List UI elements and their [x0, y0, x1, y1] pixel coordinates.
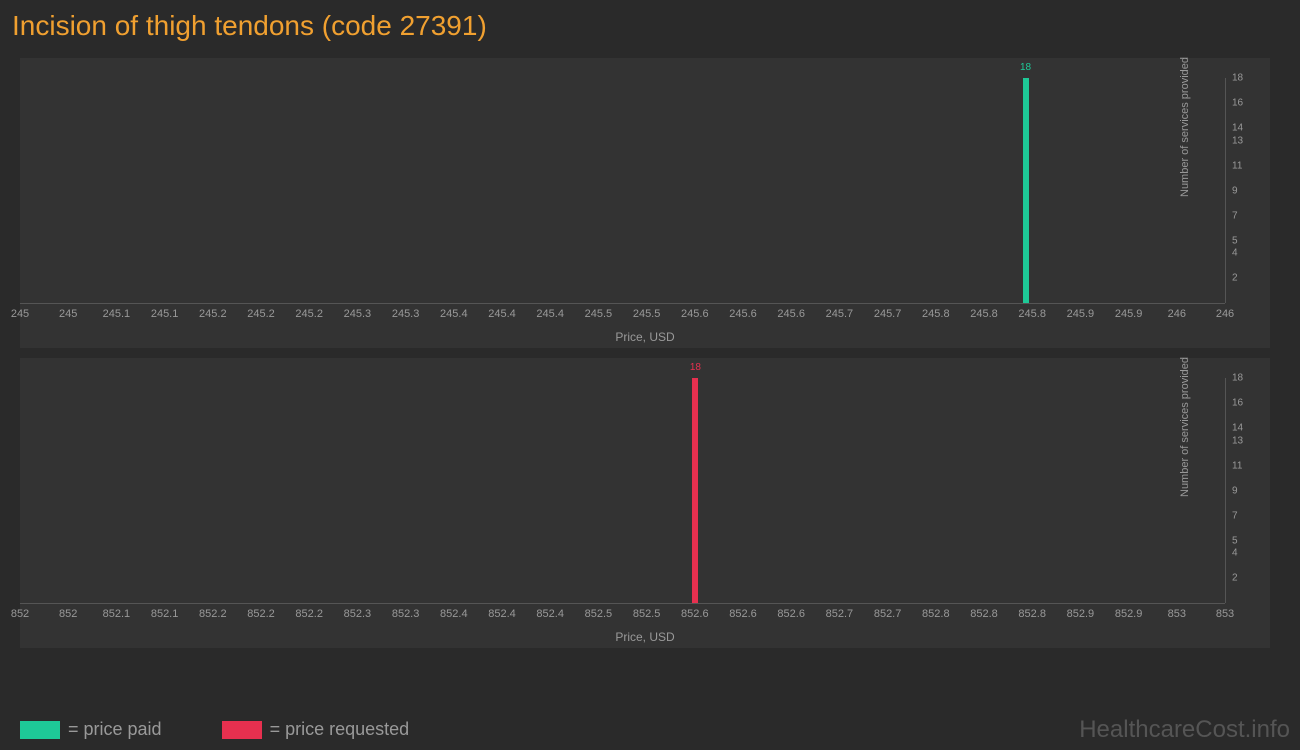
- x-tick: 852: [11, 608, 29, 620]
- x-tick: 246: [1168, 308, 1186, 320]
- x-axis-label: Price, USD: [615, 330, 674, 344]
- y-tick: 16: [1232, 398, 1243, 409]
- x-tick: 853: [1168, 608, 1186, 620]
- legend-item: = price paid: [20, 719, 162, 740]
- x-tick: 245.3: [392, 308, 420, 320]
- x-tick: 245.7: [874, 308, 902, 320]
- y-tick: 2: [1232, 273, 1238, 284]
- chart-panel-0: 18245245245.1245.1245.2245.2245.2245.324…: [20, 58, 1270, 348]
- x-tick: 245.3: [344, 308, 372, 320]
- x-tick: 245: [11, 308, 29, 320]
- x-tick: 245: [59, 308, 77, 320]
- y-tick: 13: [1232, 135, 1243, 146]
- y-tick: 9: [1232, 185, 1238, 196]
- y-tick: 18: [1232, 373, 1243, 384]
- y-tick: 16: [1232, 98, 1243, 109]
- x-tick: 245.2: [247, 308, 275, 320]
- plot-area: 18: [20, 378, 1225, 603]
- x-tick: 852.3: [392, 608, 420, 620]
- x-tick: 245.8: [970, 308, 998, 320]
- bar-value-label: 18: [1020, 62, 1031, 73]
- legend-swatch: [20, 721, 60, 739]
- x-tick: 245.4: [536, 308, 564, 320]
- x-tick: 245.9: [1115, 308, 1143, 320]
- x-tick: 245.8: [922, 308, 950, 320]
- x-tick: 852.5: [585, 608, 613, 620]
- y-tick: 4: [1232, 248, 1238, 259]
- legend-label: = price paid: [68, 719, 162, 740]
- y-tick: 5: [1232, 535, 1238, 546]
- legend-label: = price requested: [270, 719, 410, 740]
- x-tick: 246: [1216, 308, 1234, 320]
- x-tick: 852.9: [1067, 608, 1095, 620]
- x-tick: 852.4: [488, 608, 516, 620]
- x-tick: 852.7: [826, 608, 854, 620]
- y-tick: 11: [1232, 460, 1242, 471]
- x-tick: 852.8: [1018, 608, 1046, 620]
- x-tick: 852.6: [729, 608, 757, 620]
- chart-panel-1: 18852852852.1852.1852.2852.2852.2852.385…: [20, 358, 1270, 648]
- y-tick: 7: [1232, 510, 1238, 521]
- x-tick: 245.9: [1067, 308, 1095, 320]
- x-tick: 245.4: [440, 308, 468, 320]
- x-tick: 852.4: [440, 608, 468, 620]
- x-tick: 852.1: [103, 608, 131, 620]
- x-tick: 245.8: [1018, 308, 1046, 320]
- legend-swatch: [222, 721, 262, 739]
- x-tick: 852.4: [536, 608, 564, 620]
- bar: 18: [1023, 78, 1029, 303]
- y-tick: 18: [1232, 73, 1243, 84]
- y-tick: 13: [1232, 435, 1243, 446]
- y-tick: 2: [1232, 573, 1238, 584]
- y-axis-label: Number of services provided: [1179, 56, 1191, 196]
- watermark: HealthcareCost.info: [1079, 716, 1290, 744]
- chart-title: Incision of thigh tendons (code 27391): [0, 0, 1300, 48]
- x-tick: 853: [1216, 608, 1234, 620]
- x-tick: 245.6: [777, 308, 805, 320]
- x-tick: 852.3: [344, 608, 372, 620]
- x-tick: 852.1: [151, 608, 179, 620]
- x-tick: 852.7: [874, 608, 902, 620]
- y-tick: 14: [1232, 123, 1243, 134]
- y-tick: 7: [1232, 210, 1238, 221]
- x-tick: 245.5: [633, 308, 661, 320]
- bar: 18: [692, 378, 698, 603]
- y-tick: 5: [1232, 235, 1238, 246]
- y-axis: 245791113141618Number of services provid…: [1225, 78, 1270, 303]
- x-tick: 852.2: [295, 608, 323, 620]
- x-tick: 852: [59, 608, 77, 620]
- x-tick: 852.6: [777, 608, 805, 620]
- legend: = price paid = price requested: [20, 719, 409, 740]
- bar-value-label: 18: [690, 362, 701, 373]
- x-tick: 245.1: [103, 308, 131, 320]
- y-tick: 9: [1232, 485, 1238, 496]
- x-tick: 245.6: [681, 308, 709, 320]
- x-axis: 245245245.1245.1245.2245.2245.2245.3245.…: [20, 303, 1225, 323]
- x-tick: 245.1: [151, 308, 179, 320]
- y-tick: 14: [1232, 423, 1243, 434]
- x-tick: 852.6: [681, 608, 709, 620]
- x-tick: 852.2: [199, 608, 227, 620]
- x-tick: 245.2: [295, 308, 323, 320]
- x-tick: 245.6: [729, 308, 757, 320]
- x-tick: 852.2: [247, 608, 275, 620]
- y-axis-label: Number of services provided: [1179, 356, 1191, 496]
- plot-area: 18: [20, 78, 1225, 303]
- legend-item: = price requested: [222, 719, 410, 740]
- x-tick: 245.4: [488, 308, 516, 320]
- x-tick: 852.8: [922, 608, 950, 620]
- x-axis-label: Price, USD: [615, 630, 674, 644]
- x-tick: 245.5: [585, 308, 613, 320]
- x-tick: 852.8: [970, 608, 998, 620]
- x-tick: 852.9: [1115, 608, 1143, 620]
- x-tick: 245.2: [199, 308, 227, 320]
- x-tick: 245.7: [826, 308, 854, 320]
- y-tick: 4: [1232, 548, 1238, 559]
- y-axis: 245791113141618Number of services provid…: [1225, 378, 1270, 603]
- x-axis: 852852852.1852.1852.2852.2852.2852.3852.…: [20, 603, 1225, 623]
- y-tick: 11: [1232, 160, 1242, 171]
- x-tick: 852.5: [633, 608, 661, 620]
